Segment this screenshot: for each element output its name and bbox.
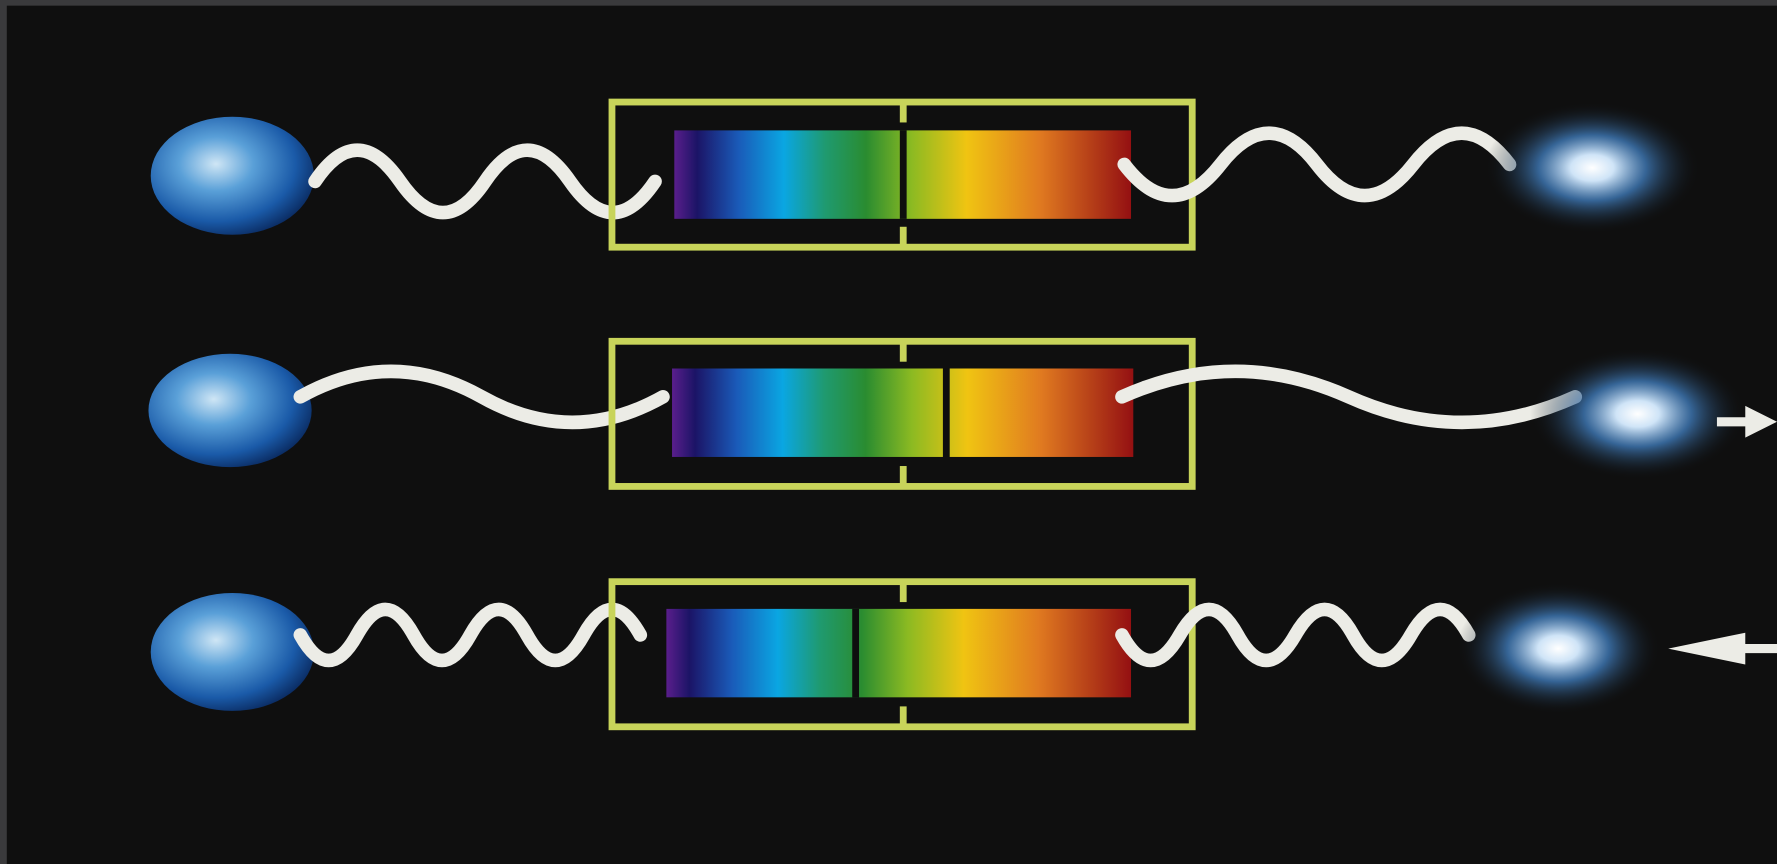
galaxy [1529, 348, 1746, 480]
light-wave [1115, 602, 1476, 668]
earth [150, 593, 314, 711]
light-wave [1115, 364, 1583, 430]
earth [150, 116, 314, 235]
row-unshifted [150, 98, 1700, 251]
spectrum [666, 608, 1132, 698]
light-wave [293, 602, 648, 668]
motion-arrow-head [1668, 632, 1746, 665]
row-redshift [148, 337, 1777, 490]
light-wave [293, 364, 670, 430]
earth [148, 353, 312, 468]
spectrum [672, 368, 1134, 457]
row-blueshift [150, 578, 1777, 731]
galaxy [1484, 102, 1700, 234]
light-wave [308, 143, 662, 220]
light-wave [1117, 126, 1517, 203]
motion-arrow-head [1745, 405, 1777, 438]
galaxy [1456, 582, 1661, 715]
